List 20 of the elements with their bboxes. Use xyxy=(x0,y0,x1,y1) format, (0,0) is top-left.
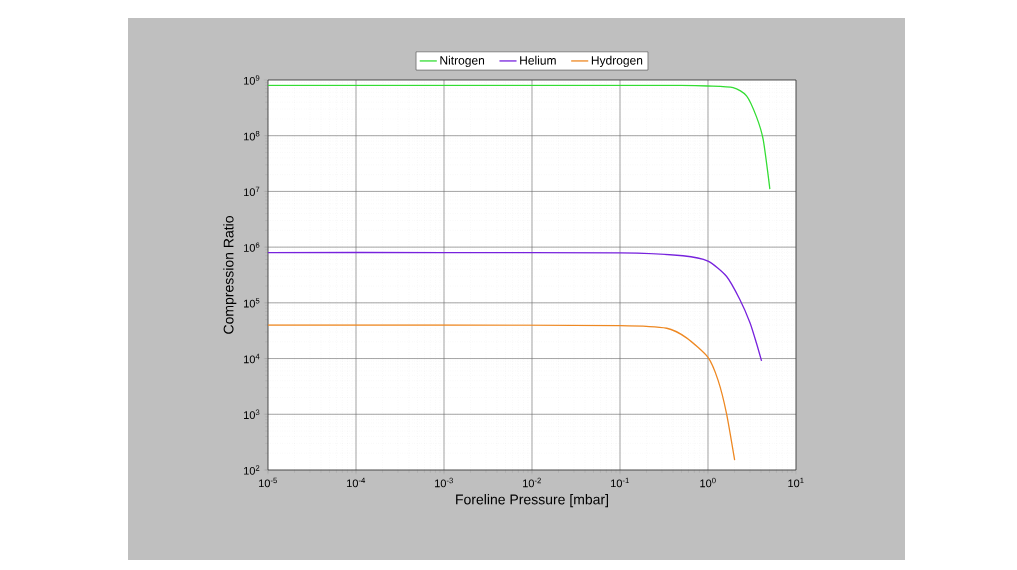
y-tick-label: 10$^{9}$ xyxy=(244,75,260,85)
x-tick-label: 10$^{-4}$ xyxy=(347,477,366,488)
y-tick-label: 10$^{6}$ xyxy=(244,242,260,252)
x-axis-title: Foreline Pressure [mbar] xyxy=(456,494,608,508)
legend-label: Hydrogen xyxy=(591,55,643,68)
y-axis-title: Compression Ratio xyxy=(223,216,237,334)
x-tick-label: 10$^{-5}$ xyxy=(259,477,277,488)
legend-label: Helium xyxy=(520,55,556,65)
y-tick-label: 10$^{7}$ xyxy=(244,186,260,197)
y-tick-label: 10$^{3}$ xyxy=(244,409,260,419)
x-tick-label: 10$^{-2}$ xyxy=(523,477,541,488)
x-tick-label: 10$^{1}$ xyxy=(788,477,804,488)
x-tick-label: 10$^{-1}$ xyxy=(611,477,629,488)
y-tick-label: 10$^{8}$ xyxy=(244,130,260,141)
x-tick-label: 10$^{0}$ xyxy=(700,477,716,488)
x-tick-label: 10$^{-3}$ xyxy=(435,477,453,488)
y-tick-label: 10$^{5}$ xyxy=(244,298,260,308)
y-tick-label: 10$^{2}$ xyxy=(244,465,260,475)
y-tick-label: 10$^{4}$ xyxy=(244,353,260,364)
legend-label: Nitrogen xyxy=(440,55,485,68)
